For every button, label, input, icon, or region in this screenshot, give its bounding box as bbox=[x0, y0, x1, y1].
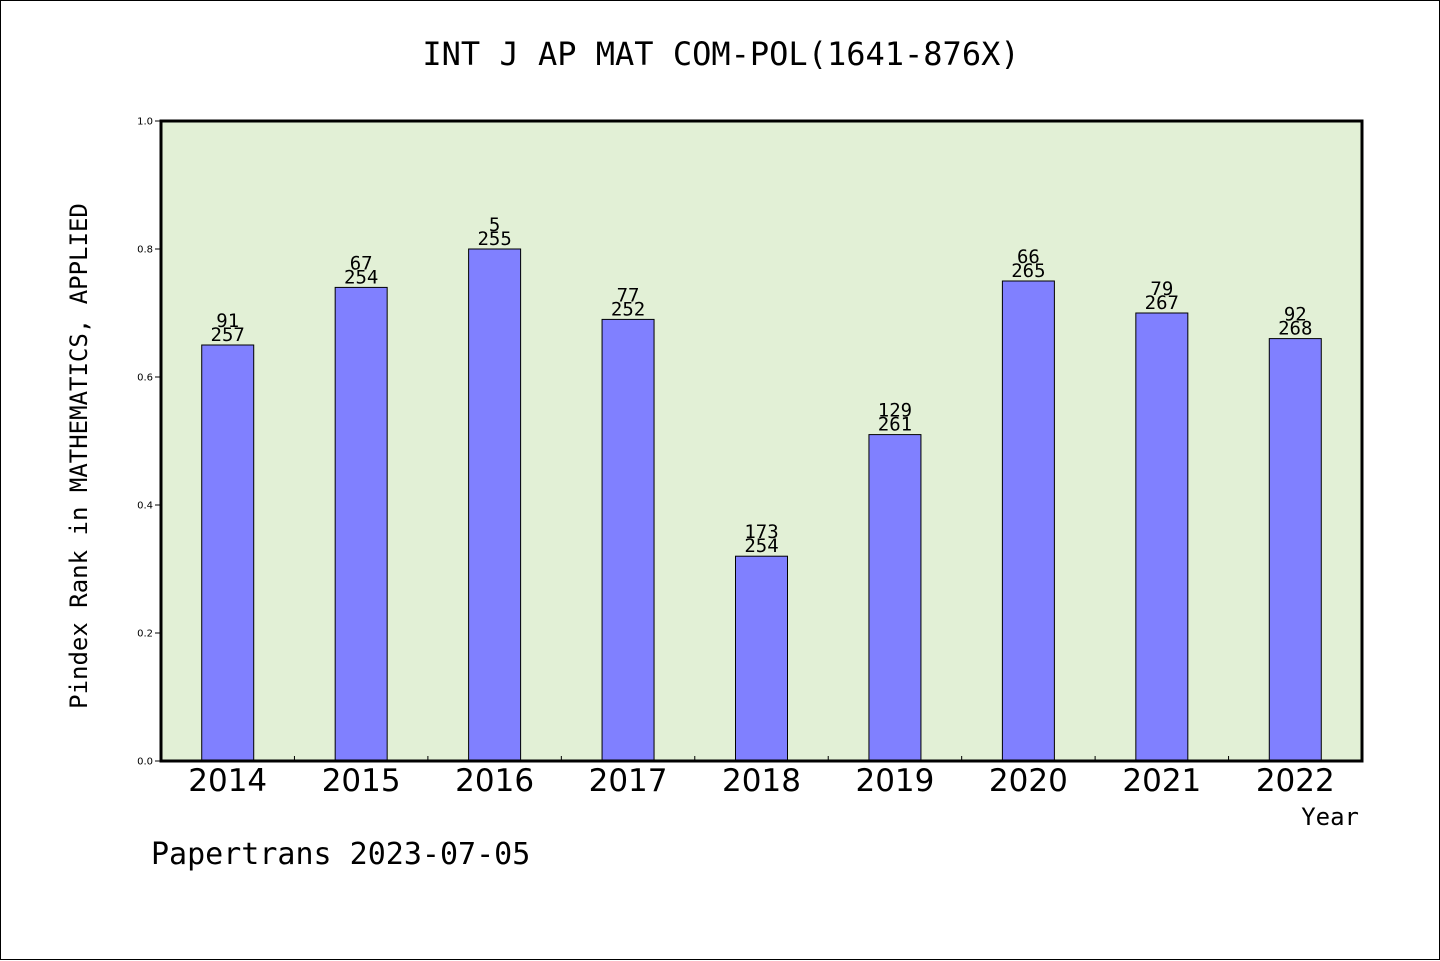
y-tick-label: 0.6 bbox=[137, 373, 153, 384]
bar-rank-label: 173 bbox=[744, 521, 778, 543]
x-tick-label: 2019 bbox=[855, 763, 934, 799]
bar-total-label: 254 bbox=[344, 266, 378, 288]
y-tick-label: 1.0 bbox=[137, 117, 153, 128]
bar-2019 bbox=[868, 434, 922, 762]
x-axis-label: Year bbox=[1301, 803, 1359, 831]
bar-rank-label: 91 bbox=[216, 310, 239, 332]
bar-rank-label: 67 bbox=[350, 252, 373, 274]
bar-rank-label: 79 bbox=[1150, 278, 1173, 300]
bar-rank-label: 77 bbox=[617, 284, 640, 306]
bar-rank-label: 5 bbox=[489, 214, 500, 236]
bar-total-label: 252 bbox=[611, 298, 645, 320]
x-tick-label: 2020 bbox=[989, 763, 1068, 799]
plot-border bbox=[159, 119, 1364, 763]
bar-2021 bbox=[1135, 312, 1189, 762]
bar-2015 bbox=[334, 286, 388, 762]
bar-total-label: 267 bbox=[1145, 292, 1179, 314]
bar-total-label: 268 bbox=[1278, 318, 1312, 340]
bar-rank-label: 66 bbox=[1017, 246, 1040, 268]
chart-title: INT J AP MAT COM-POL(1641-876X) bbox=[422, 35, 1020, 73]
bar-rank-label: 129 bbox=[878, 400, 912, 422]
bar-2016 bbox=[468, 248, 522, 762]
y-tick-label: 0.8 bbox=[137, 245, 153, 256]
x-tick-label: 2014 bbox=[188, 763, 267, 799]
y-tick-label: 0.2 bbox=[137, 629, 153, 640]
bar-2014 bbox=[201, 344, 255, 762]
y-tick-label: 0.4 bbox=[137, 501, 153, 512]
bar-2022 bbox=[1268, 338, 1322, 762]
x-tick-label: 2017 bbox=[589, 763, 668, 799]
bar-total-label: 257 bbox=[211, 324, 245, 346]
bar-rank-label: 92 bbox=[1284, 304, 1307, 326]
x-tick-label: 2022 bbox=[1256, 763, 1335, 799]
bar-total-label: 265 bbox=[1011, 260, 1045, 282]
x-tick-label: 2018 bbox=[722, 763, 801, 799]
x-tick-label: 2015 bbox=[322, 763, 401, 799]
bar-2020 bbox=[1001, 280, 1055, 762]
x-tick-label: 2016 bbox=[455, 763, 534, 799]
bar-total-label: 261 bbox=[878, 414, 912, 436]
x-tick-label: 2021 bbox=[1122, 763, 1201, 799]
footer-credit: Papertrans 2023-07-05 bbox=[151, 837, 531, 872]
bar-total-label: 255 bbox=[477, 228, 511, 250]
bar-total-label: 254 bbox=[744, 535, 778, 557]
bar-2018 bbox=[735, 555, 788, 762]
bar-2017 bbox=[601, 318, 655, 762]
y-tick-label: 0.0 bbox=[137, 757, 153, 768]
